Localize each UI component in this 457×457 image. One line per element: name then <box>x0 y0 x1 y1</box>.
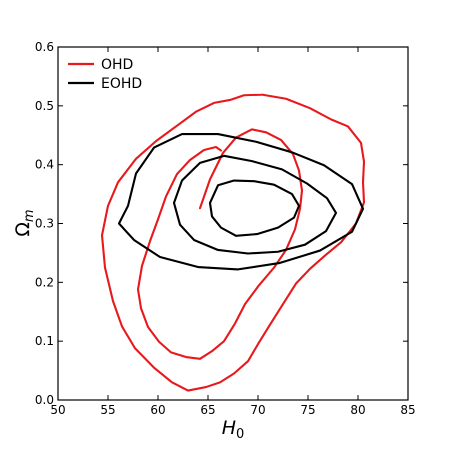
x-axis-ticks: 50 55 60 65 70 75 80 85 <box>50 47 416 417</box>
y-tick-label: 0.3 <box>35 217 54 231</box>
x-tick-label: 85 <box>400 403 415 417</box>
y-axis-label: Ωm <box>12 209 37 236</box>
y-tick-label: 0.2 <box>35 275 54 289</box>
y-tick-label: 0.1 <box>35 334 54 348</box>
x-tick-label: 80 <box>350 403 365 417</box>
x-tick-label: 70 <box>250 403 265 417</box>
x-tick-label: 65 <box>200 403 215 417</box>
y-axis-ticks: 0.0 0.1 0.2 0.3 0.4 0.5 0.6 <box>35 40 408 407</box>
contour-eohd-3 <box>117 133 365 271</box>
contour-eohd-1 <box>208 179 301 237</box>
contour-ohd-1 <box>136 128 304 360</box>
y-tick-label: 0.5 <box>35 99 54 113</box>
contour-ohd-2 <box>100 93 366 392</box>
y-tick-label: 0.6 <box>35 40 54 54</box>
contour-eohd-2 <box>172 154 338 255</box>
x-axis-label: H0 <box>222 417 245 442</box>
y-tick-label: 0.4 <box>35 158 54 172</box>
legend: OHD EOHD <box>68 57 142 92</box>
y-tick-label: 0.0 <box>35 393 54 407</box>
x-tick-label: 75 <box>300 403 315 417</box>
x-tick-label: 50 <box>50 403 65 417</box>
x-tick-label: 60 <box>150 403 165 417</box>
legend-label-eohd: EOHD <box>101 76 142 92</box>
contour-lines <box>100 93 366 392</box>
legend-label-ohd: OHD <box>101 57 133 73</box>
x-tick-label: 55 <box>100 403 115 417</box>
